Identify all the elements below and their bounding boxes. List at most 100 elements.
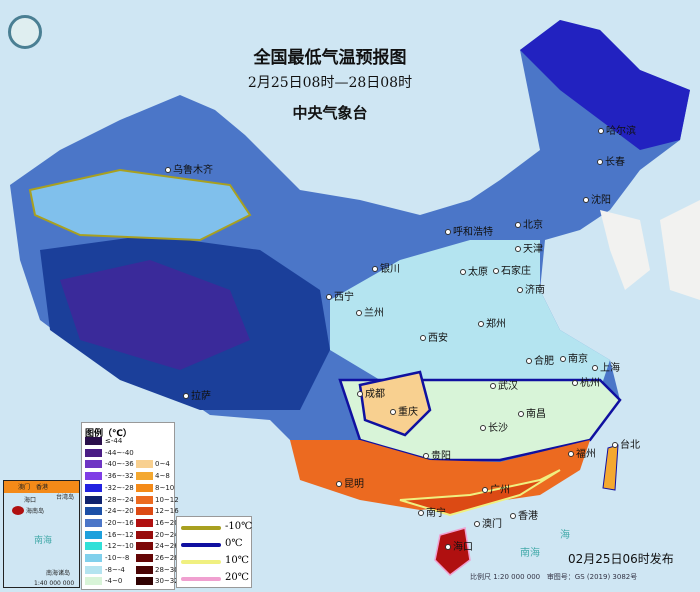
legend-label: -24~-20 [105, 507, 134, 516]
legend-label: 30~32 [155, 577, 179, 586]
isoline-label: 0℃ [225, 538, 243, 549]
city-label: 济南 [517, 285, 545, 297]
legend-label: 20~24 [155, 530, 179, 539]
legend-label: -12~-10 [105, 542, 134, 551]
inset-label: 南海 [34, 536, 53, 546]
legend-swatch [85, 554, 102, 562]
legend-swatch [85, 507, 102, 516]
city-label: 南京 [560, 354, 588, 366]
city-label: 拉萨 [183, 391, 211, 403]
city-label: 重庆 [390, 407, 418, 419]
city-label: 天津 [515, 244, 543, 256]
region-xinjiang [28, 168, 252, 242]
legend-title: 图例（℃） [85, 429, 132, 439]
legend-label: 0~4 [155, 460, 170, 469]
city-label: 呼和浩特 [445, 227, 493, 239]
legend-label: 12~16 [155, 507, 179, 516]
isoline-legend: -10℃ 0℃ 10℃ 20℃ [176, 516, 252, 588]
scale-and-review: 比例尺 1:20 000 000 审图号：GS (2019) 3082号 [470, 572, 637, 582]
legend-label: 16~20 [155, 518, 179, 527]
legend-swatch [136, 460, 153, 469]
legend-swatch [136, 542, 153, 551]
legend-label: -36~-32 [105, 472, 134, 481]
legend-label: -28~-24 [105, 495, 134, 504]
legend-label: -16~-12 [105, 530, 134, 539]
isoline-label: 20℃ [225, 572, 249, 583]
city-label: 太原 [460, 267, 488, 279]
legend-label: 4~8 [155, 472, 170, 481]
legend-label: -4~0 [105, 577, 123, 586]
city-label: 南昌 [518, 409, 546, 421]
inset-label: 海南岛 [26, 508, 45, 515]
city-label: 乌鲁木齐 [165, 165, 213, 177]
legend-label: -40~-36 [105, 460, 134, 469]
city-label: 澳门 [474, 519, 502, 531]
inset-label: 香港 [36, 484, 49, 491]
legend-label: 26~28 [155, 554, 179, 562]
legend-swatch [85, 495, 102, 504]
isoline-swatch [181, 577, 221, 581]
legend-label: -10~-8 [105, 554, 130, 562]
map-title: 全国最低气温预报图 [253, 48, 407, 68]
city-label: 哈尔滨 [598, 126, 636, 138]
inset-label: 1:40 000 000 [34, 580, 75, 587]
cma-logo [8, 15, 42, 49]
legend-label: -20~-16 [105, 518, 134, 527]
review-number: 审图号：GS (2019) 3082号 [546, 573, 638, 581]
forecast-period: 2月25日08时—28日08时 [247, 75, 413, 91]
city-label: 西安 [420, 333, 448, 345]
legend-swatch [85, 448, 102, 457]
city-label: 郑州 [478, 319, 506, 331]
isoline-label: -10℃ [225, 521, 253, 532]
city-label: 成都 [357, 389, 385, 401]
legend-swatch [136, 507, 153, 516]
legend: 图例（℃） ≤-44 -44~-40 -40~-36 -36~-32 -32~-28 -2… [81, 422, 179, 590]
legend-swatch [136, 518, 153, 527]
region-japan [660, 200, 700, 300]
city-label: 兰州 [356, 308, 384, 320]
legend-swatch [136, 577, 153, 586]
legend-swatch [85, 518, 102, 527]
city-label: 福州 [568, 449, 596, 461]
city-label: 上海 [592, 363, 620, 375]
region-sichuan-basin [358, 370, 432, 437]
city-label: 长沙 [480, 423, 508, 435]
city-label: 南宁 [418, 508, 446, 520]
region-central [330, 240, 610, 390]
legend-label: -8~-4 [105, 565, 125, 574]
isoline-label: 10℃ [225, 555, 249, 566]
city-label: 台北 [612, 440, 640, 452]
legend-swatch [136, 554, 153, 562]
sea-label: 南海 [520, 548, 540, 559]
city-label: 香港 [510, 511, 538, 523]
legend-swatch [85, 565, 102, 574]
sea-label: 海 [560, 530, 570, 541]
legend-swatch [136, 530, 153, 539]
legend-swatch [85, 472, 102, 481]
issuer: 中央气象台 [292, 104, 368, 122]
city-label: 西宁 [326, 292, 354, 304]
city-label: 北京 [515, 220, 543, 232]
legend-label: 10~12 [155, 495, 179, 504]
legend-label: 8~10 [155, 483, 175, 492]
legend-label: 28~30 [155, 565, 179, 574]
city-label: 广州 [482, 485, 510, 497]
city-label: 沈阳 [583, 195, 611, 207]
legend-swatch [136, 495, 153, 504]
legend-label: ≤-44 [105, 437, 123, 445]
legend-swatch [85, 530, 102, 539]
city-label: 贵阳 [423, 451, 451, 463]
legend-label: 24~26 [155, 542, 179, 551]
scale: 比例尺 1:20 000 000 [470, 573, 541, 581]
isoline-swatch [181, 526, 221, 530]
city-label: 杭州 [572, 378, 600, 390]
isoline-swatch [181, 560, 221, 564]
legend-swatch [85, 437, 102, 445]
legend-swatch [136, 565, 153, 574]
south-china-sea-inset: 海口 海南岛 台湾岛 南海 南海诸岛 1:40 000 000 香港 澳门 [3, 480, 80, 588]
region-tibet-deep [60, 260, 250, 370]
legend-swatch [136, 472, 153, 481]
region-south-coast [399, 469, 561, 517]
legend-label: -44~-40 [105, 448, 134, 457]
